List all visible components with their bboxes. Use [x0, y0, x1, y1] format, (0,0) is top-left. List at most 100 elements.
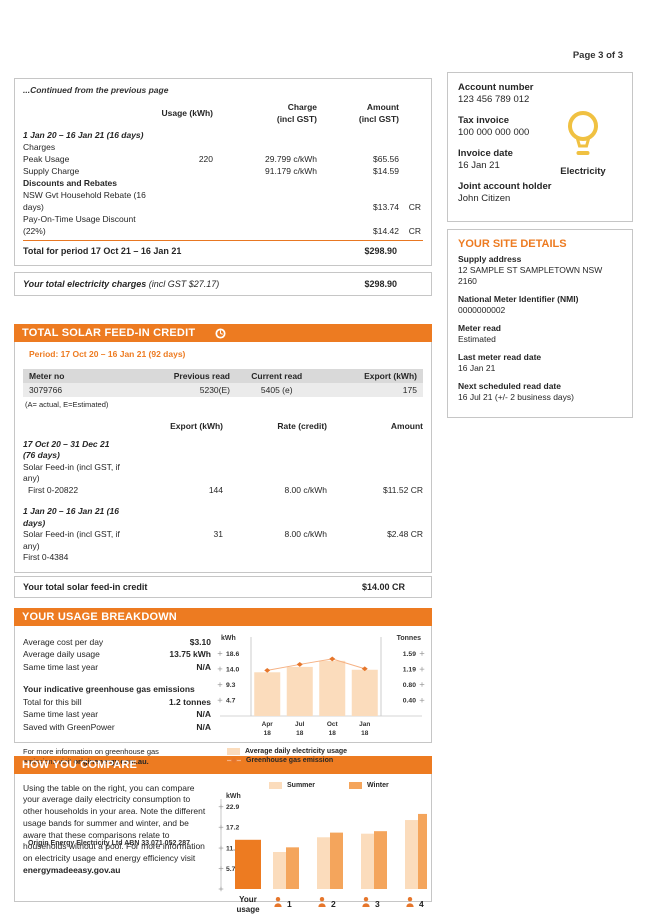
- charges-subheader-row: Charges: [23, 142, 56, 152]
- person-icon: [406, 896, 414, 907]
- site-details-title: YOUR SITE DETAILS: [458, 238, 567, 250]
- clock-icon: [215, 327, 226, 339]
- svg-text:4: 4: [419, 899, 424, 909]
- your-usage-bar: [235, 839, 261, 889]
- svg-text:18.6: 18.6: [226, 650, 239, 657]
- stat-row: Total for this bill 1.2 tonnes: [23, 696, 211, 707]
- solar-section-header: TOTAL SOLAR FEED-IN CREDIT: [14, 324, 432, 342]
- page-number: Page 3 of 3: [572, 50, 623, 61]
- meter-note: (A= actual, E=Estimated): [25, 400, 109, 409]
- meter-table-row: 3079766 5230(E) 5405 (e) 175: [23, 383, 423, 397]
- svg-text:3: 3: [375, 899, 380, 909]
- legend-item: Greenhouse gas emission: [227, 756, 427, 765]
- stat-row: Saved with GreenPower N/A: [23, 721, 211, 732]
- svg-text:5.7: 5.7: [226, 865, 236, 872]
- continued-note: ...Continued from the previous page: [23, 85, 169, 95]
- svg-text:9.3: 9.3: [226, 682, 236, 689]
- svg-text:kWh: kWh: [226, 793, 241, 800]
- legend-swatch-summer: [269, 781, 282, 789]
- legend-item: Average daily electricity usage: [227, 747, 427, 756]
- solar-table: Period: 17 Oct 20 – 16 Jan 21 (92 days) …: [14, 342, 432, 573]
- solar-block: 17 Oct 20 – 31 Dec 21 (76 days) Solar Fe…: [23, 438, 423, 495]
- usage-bar: [319, 660, 346, 716]
- usage-chart-legend: Average daily electricity usage Greenhou…: [227, 747, 427, 765]
- svg-text:kWh: kWh: [221, 635, 236, 642]
- line-marker-icon: [227, 757, 241, 763]
- electricity-label: Electricity: [560, 166, 606, 177]
- svg-text:1.59: 1.59: [403, 650, 416, 657]
- ghg-line: [267, 657, 365, 671]
- compare-header: HOW YOU COMPARE: [14, 755, 432, 774]
- account-holder-field: Joint account holder John Citizen: [458, 181, 552, 204]
- svg-text:11.4: 11.4: [226, 845, 239, 852]
- summer-bar: [273, 851, 286, 889]
- winter-bar: [286, 846, 299, 889]
- svg-text:22.9: 22.9: [226, 804, 239, 811]
- svg-text:14.0: 14.0: [226, 666, 239, 673]
- svg-text:18: 18: [329, 730, 337, 737]
- svg-text:Oct: Oct: [327, 721, 339, 728]
- orange-divider: [23, 240, 423, 241]
- total-electricity-charges-row: Your total electricity charges (incl GST…: [14, 272, 432, 296]
- site-field: National Meter Identifier (NMI) 00000000…: [458, 294, 579, 315]
- legend-swatch-winter: [349, 781, 363, 789]
- winter-bar: [418, 813, 431, 889]
- svg-text:18: 18: [361, 730, 369, 737]
- svg-text:1.19: 1.19: [403, 666, 416, 673]
- account-number-field: Account number 123 456 789 012: [458, 82, 534, 105]
- ghg-marker: [264, 667, 271, 673]
- total-for-period-row: Total for period 17 Oct 21 – 16 Jan 21 $…: [23, 246, 397, 256]
- site-details-box: YOUR SITE DETAILS Supply address 12 SAMP…: [447, 229, 633, 418]
- period-header-row: 1 Jan 20 – 16 Jan 21 (16 days): [23, 130, 144, 140]
- ghg-marker: [296, 661, 303, 667]
- meter-table-header: Meter no Previous read Current read Expo…: [23, 369, 423, 383]
- svg-text:17.2: 17.2: [226, 824, 239, 831]
- usage-chart: kWh Tonnes 18.6 14.0 9.3 4.7 1.59 1.19 0.80 0.40 A…: [215, 632, 427, 749]
- tax-invoice-field: Tax invoice 100 000 000 000: [458, 115, 530, 138]
- usage-bar: [351, 669, 378, 716]
- winter-bar: [330, 832, 343, 889]
- svg-text:18: 18: [296, 730, 304, 737]
- svg-text:Apr: Apr: [262, 721, 274, 728]
- legend-swatch-usage: [227, 747, 240, 755]
- site-field: Last meter read date 16 Jan 21: [458, 352, 542, 373]
- col-amount: Amount (incl GST): [358, 102, 399, 124]
- discount-row: NSW Gvt Household Rebate (16 days) $13.7…: [23, 190, 421, 212]
- main-column: ...Continued from the previous page Usag…: [14, 78, 432, 914]
- svg-text:Jan: Jan: [359, 721, 370, 728]
- charge-row: Supply Charge 91.179 c/kWh $14.59: [23, 166, 399, 176]
- legend-item: Summer: [269, 781, 315, 789]
- stat-row: Average daily usage 13.75 kWh: [23, 649, 211, 659]
- charge-row: Peak Usage 220 29.799 c/kWh $65.56: [23, 154, 399, 164]
- compare-text: Using the table on the right, you can co…: [23, 782, 206, 876]
- solar-period: Period: 17 Oct 20 – 16 Jan 21 (92 days): [29, 349, 186, 359]
- stat-row: Same time last year N/A: [23, 661, 211, 672]
- usage-chart-svg: kWh Tonnes 18.6 14.0 9.3 4.7 1.59 1.19 0.80 0.40 A…: [217, 635, 425, 737]
- rate-table-header: Export (kWh) Rate (credit) Amount: [170, 421, 423, 431]
- person-icon: [274, 896, 282, 907]
- col-charge: Charge (incl GST): [276, 102, 317, 124]
- svg-text:Tonnes: Tonnes: [397, 635, 421, 642]
- discounts-subheader-row: Discounts and Rebates: [23, 178, 117, 188]
- stat-row: Same time last year N/A: [23, 709, 211, 719]
- person-icon: [362, 896, 370, 907]
- electricity-badge: Electricity: [540, 109, 626, 177]
- compare-chart-area: Summer Winter kWh 22.9 17.2 11.4 5.7 Your usag…: [211, 780, 431, 914]
- ghg-marker: [361, 665, 368, 671]
- col-usage: Usage (kWh): [161, 108, 213, 118]
- usage-stats: Average cost per day $3.10 Average daily …: [23, 632, 215, 766]
- stat-row: Average cost per day $3.10: [23, 636, 211, 647]
- svg-text:Jul: Jul: [295, 721, 305, 728]
- usage-breakdown-header: YOUR USAGE BREAKDOWN: [14, 607, 432, 626]
- account-box: Account number 123 456 789 012 Tax invoi…: [447, 72, 633, 222]
- summer-bar: [361, 833, 374, 889]
- charges-header-row: Usage (kWh) Charge (incl GST) Amount (in…: [23, 101, 423, 125]
- compare-panel: Using the table on the right, you can co…: [14, 773, 432, 914]
- ghg-marker: [329, 656, 336, 661]
- invoice-date-field: Invoice date 16 Jan 21: [458, 148, 513, 171]
- ghg-note: For more information on greenhouse gas e…: [23, 747, 159, 766]
- legend-item: Winter: [349, 781, 389, 789]
- usage-chart-area: kWh Tonnes 18.6 14.0 9.3 4.7 1.59 1.19 0.80 0.40 A…: [215, 632, 427, 764]
- summer-bar: [405, 819, 418, 889]
- svg-text:0.80: 0.80: [403, 681, 416, 688]
